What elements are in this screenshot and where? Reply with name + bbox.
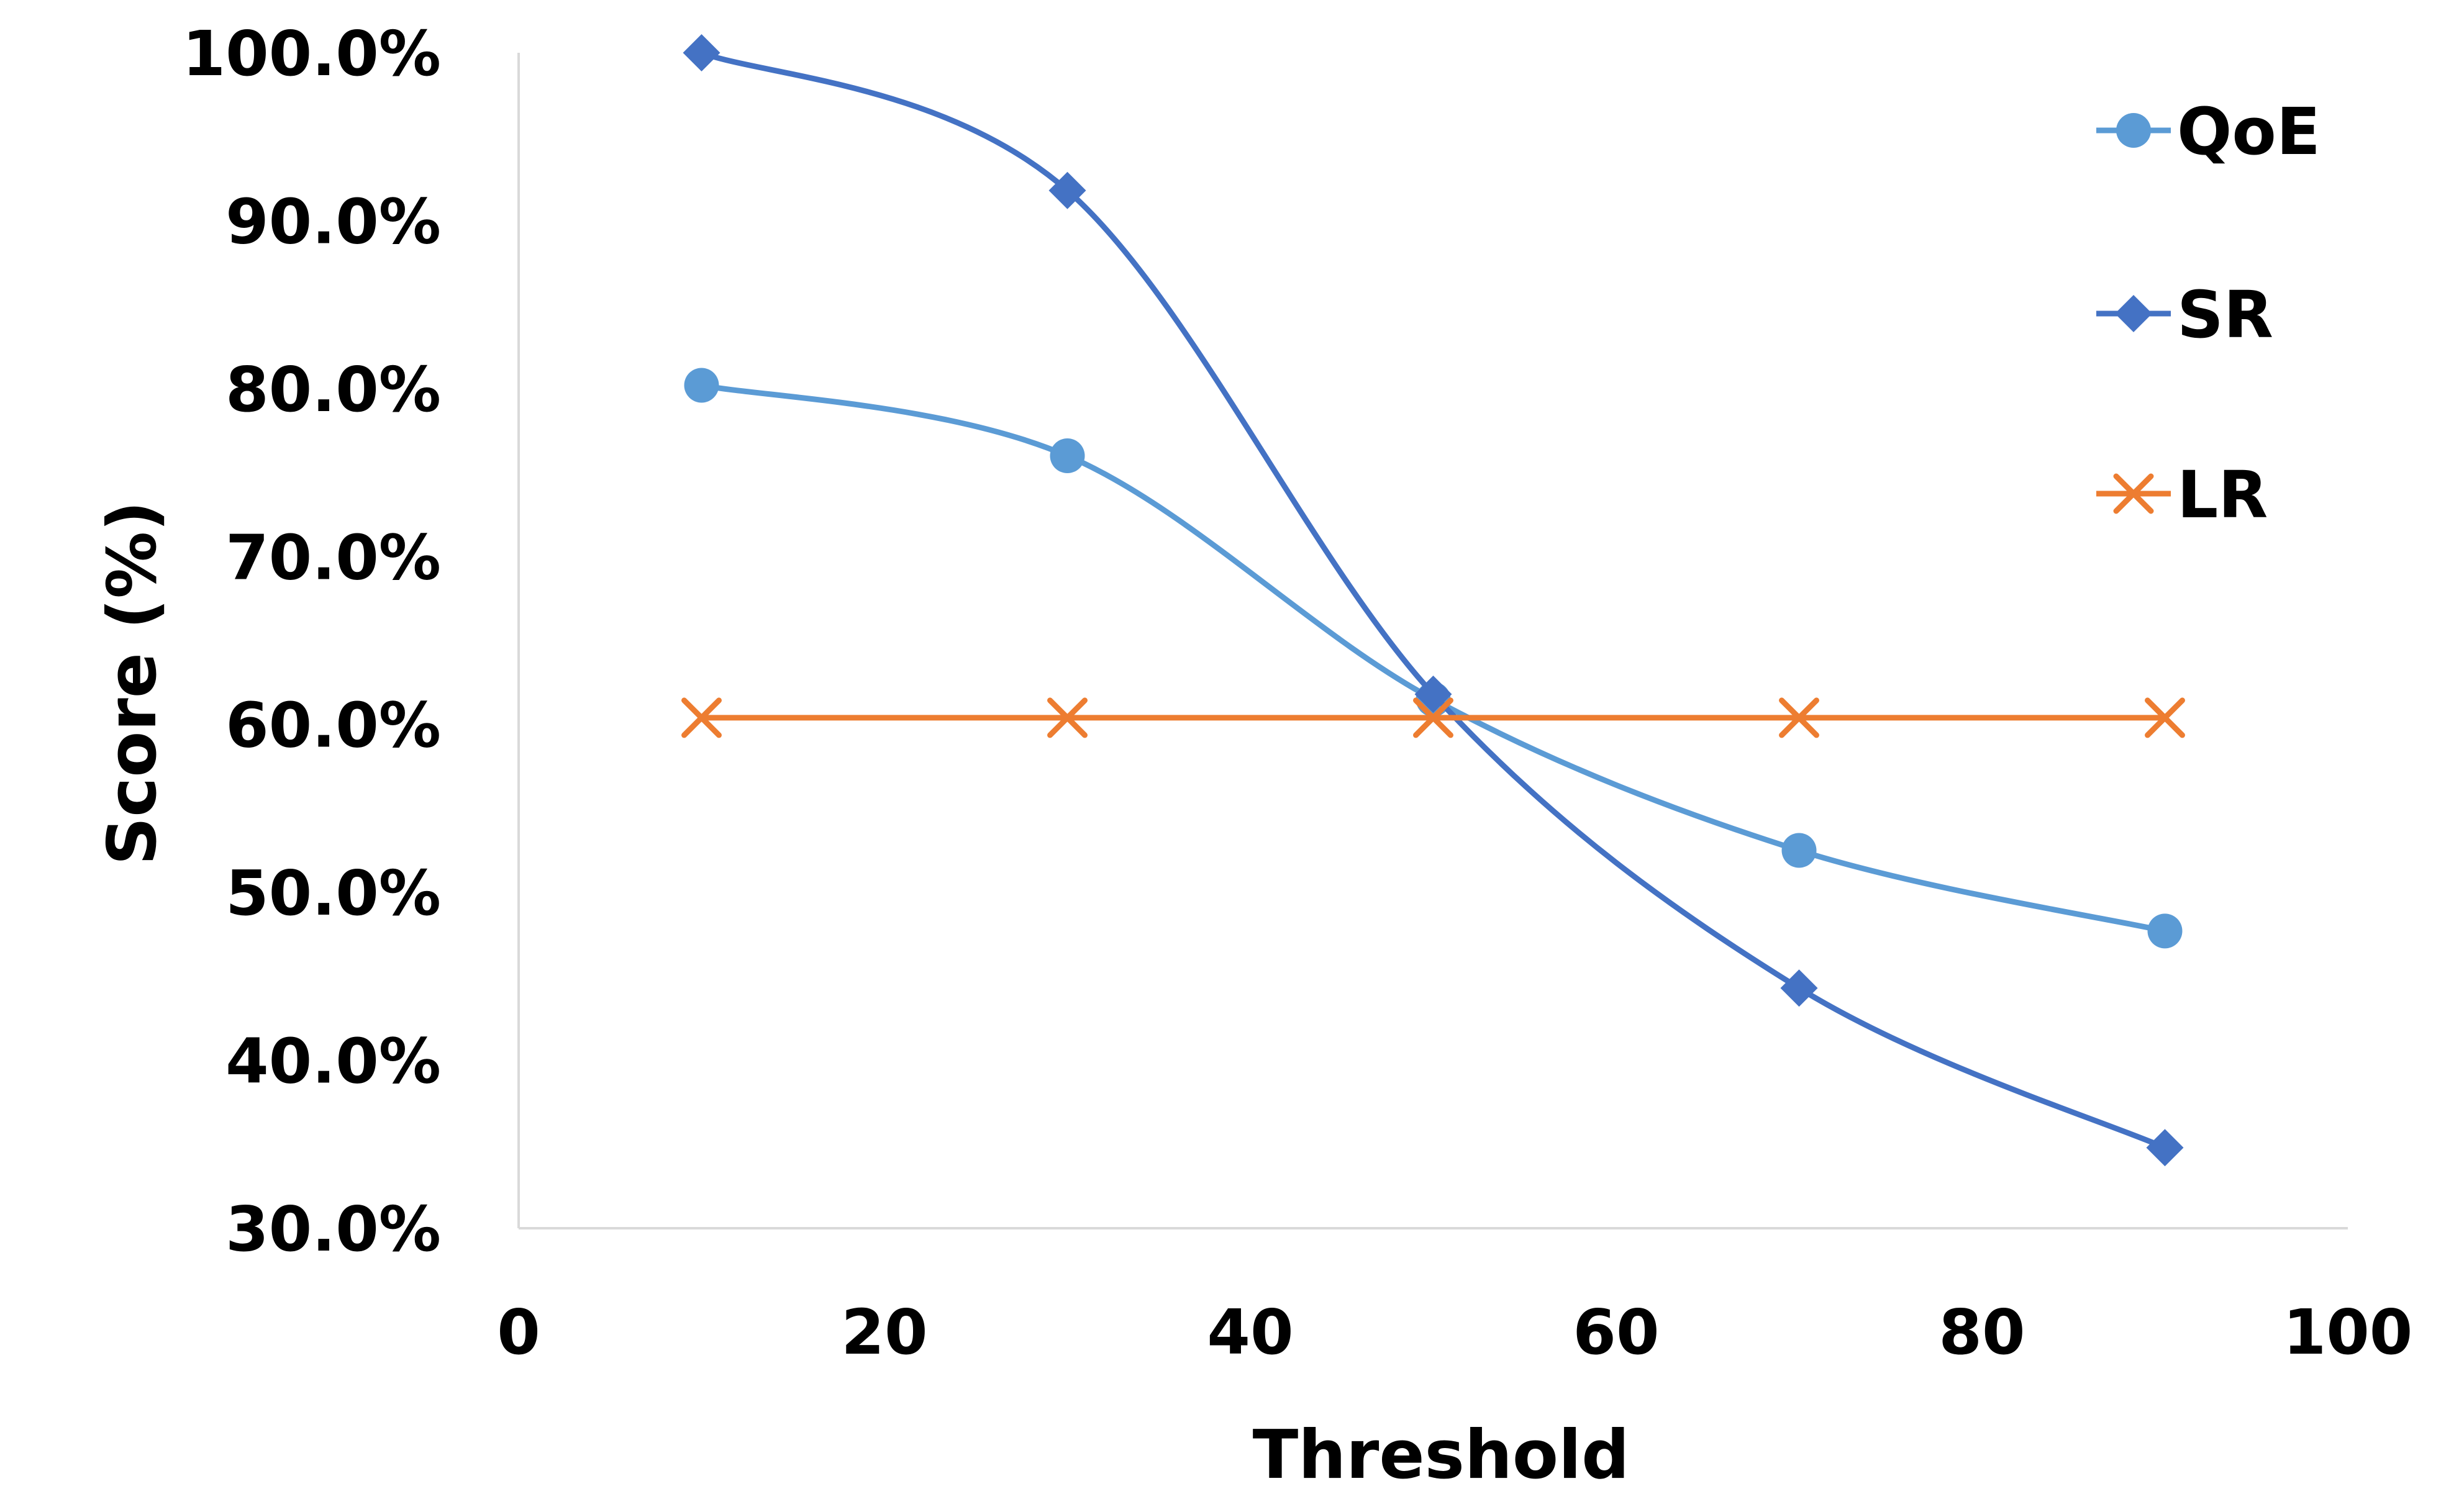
- y-tick-label: 30.0%: [225, 1193, 441, 1265]
- y-tick-label: 100.0%: [182, 17, 441, 90]
- data-point-sr: [1048, 171, 1086, 209]
- data-point-sr: [1414, 676, 1452, 713]
- legend-label: QoE: [2177, 94, 2321, 170]
- data-point-sr: [2146, 1129, 2184, 1167]
- y-tick-label: 80.0%: [225, 353, 441, 426]
- plot-area: [681, 34, 2185, 1167]
- x-tick-label: 60: [1573, 1296, 1659, 1369]
- y-tick-label: 40.0%: [225, 1025, 441, 1098]
- series-qoe: [684, 368, 2183, 949]
- series-lr: [681, 697, 2185, 738]
- legend-item-sr: SR: [2096, 277, 2273, 353]
- y-axis-title: Score (%): [94, 500, 171, 865]
- data-point-qoe: [684, 368, 719, 403]
- data-point-qoe: [2147, 913, 2183, 949]
- legend-label: LR: [2177, 457, 2268, 533]
- series-line-sr: [699, 50, 2168, 1151]
- data-point-lr: [681, 697, 722, 738]
- data-point-lr: [1413, 697, 1453, 738]
- x-tick-label: 80: [1939, 1296, 2025, 1369]
- y-tick-label: 70.0%: [225, 521, 441, 594]
- data-point-qoe: [1781, 833, 1817, 868]
- legend-marker: [2116, 113, 2151, 148]
- data-point-sr: [1780, 969, 1818, 1007]
- data-point-lr: [1047, 697, 1088, 738]
- y-tick-label: 50.0%: [225, 857, 441, 930]
- series-sr: [683, 34, 2184, 1167]
- data-point-qoe: [1050, 438, 1085, 474]
- x-tick-label: 0: [497, 1296, 540, 1369]
- legend-marker: [2115, 295, 2152, 332]
- legend-label: SR: [2177, 277, 2273, 353]
- y-tick-label: 90.0%: [225, 185, 441, 258]
- x-axis-title: Threshold: [1253, 1416, 1630, 1494]
- series-line-qoe: [699, 382, 2168, 934]
- data-point-sr: [683, 34, 720, 71]
- legend-marker: [2113, 473, 2154, 514]
- x-tick-label: 100: [2283, 1296, 2413, 1369]
- x-tick-label: 40: [1207, 1296, 1293, 1369]
- x-tick-label: 20: [841, 1296, 927, 1369]
- y-tick-label: 60.0%: [225, 689, 441, 762]
- data-point-lr: [2145, 697, 2185, 738]
- legend: QoE SR LR: [2096, 94, 2321, 533]
- axes: 30.0% 40.0% 50.0% 60.0% 70.0% 80.0% 90.0% 100.0…: [182, 17, 2412, 1369]
- legend-item-lr: LR: [2096, 457, 2268, 533]
- legend-item-qoe: QoE: [2096, 94, 2321, 170]
- data-point-lr: [1779, 697, 1819, 738]
